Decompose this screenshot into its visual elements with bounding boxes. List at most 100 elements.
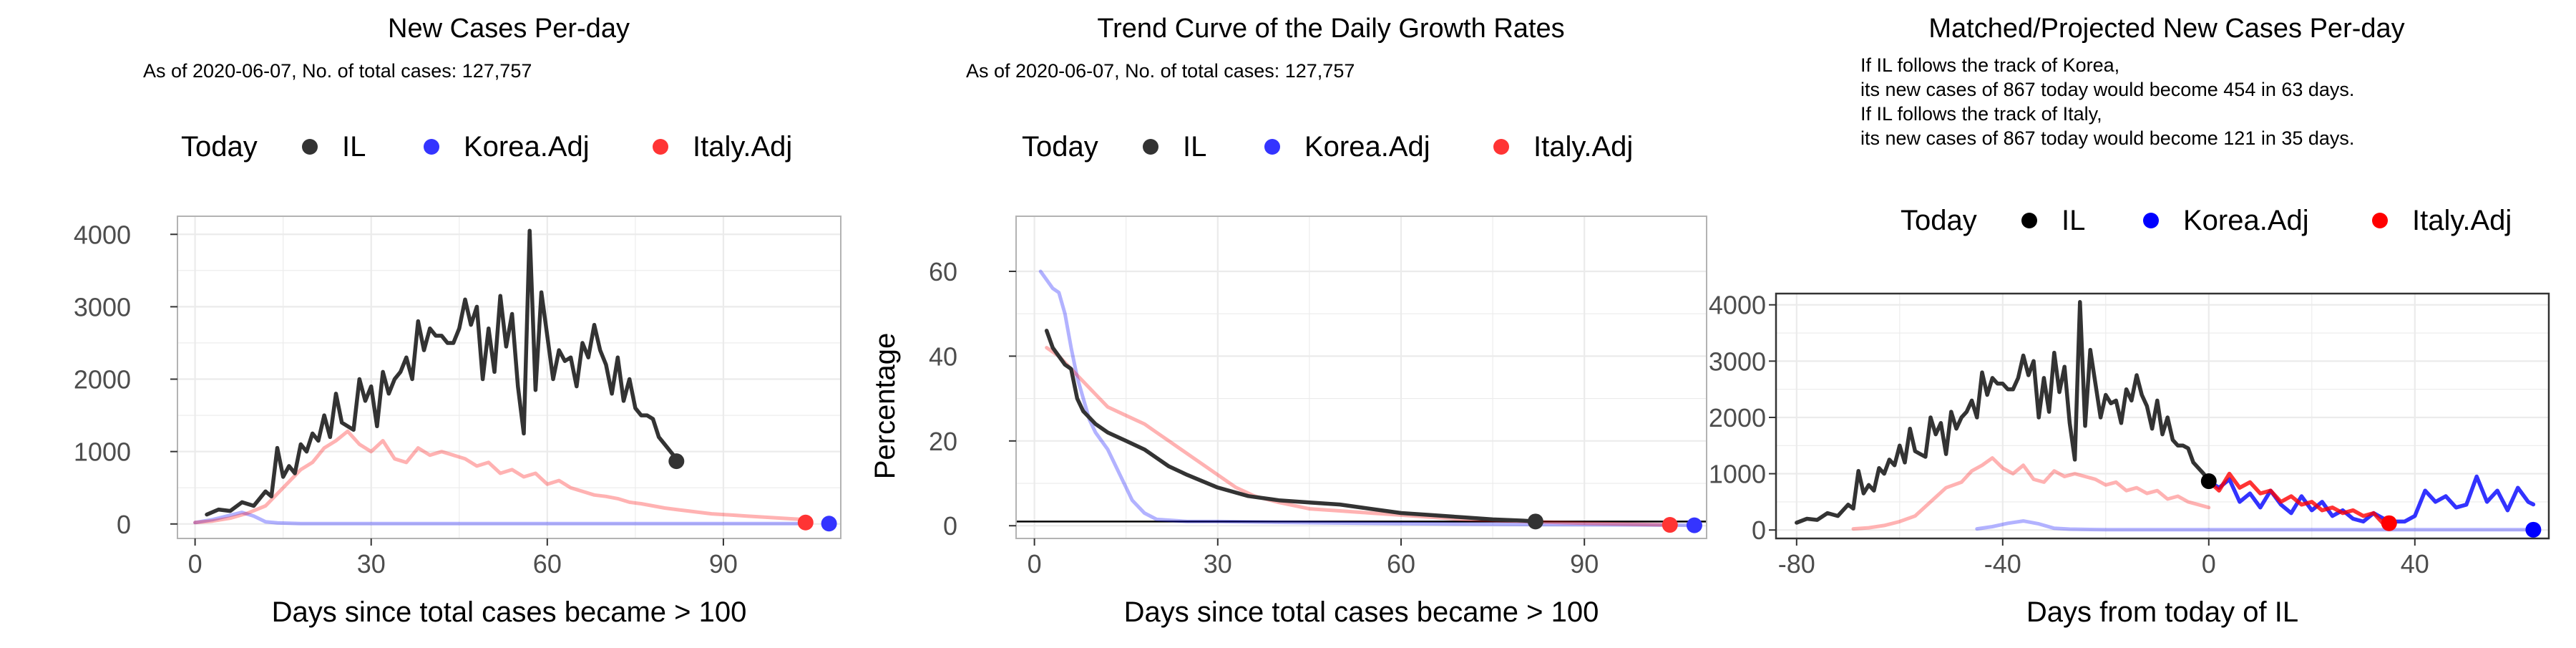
y-tick-label: 3000: [74, 292, 131, 321]
legend-title: Today: [1901, 205, 1977, 236]
series-line-korea-adj: [1038, 269, 1697, 528]
legend-key-italy-adj: [653, 139, 668, 155]
x-axis-label: Days since total cases became > 100: [272, 596, 747, 628]
chart-panel-2: Trend Curve of the Daily Growth Rates As …: [869, 14, 1707, 628]
y-tick-label: 0: [117, 510, 131, 539]
y-tick-label: 4000: [1709, 291, 1766, 320]
x-tick-label: 30: [1204, 549, 1232, 579]
today-point-korea-adj: [821, 516, 837, 532]
annotation-line: its new cases of 867 today would become …: [1860, 79, 2354, 100]
chart-legend: Today IL Korea.Adj Italy.Adj: [1901, 205, 2512, 236]
series-line-il: [1044, 329, 1538, 524]
grid: [1776, 294, 2549, 538]
today-points: [2200, 473, 2542, 538]
chart-panel-1: New Cases Per-day As of 2020-06-07, No. o…: [74, 14, 841, 628]
plot-area: [1776, 294, 2549, 538]
legend-key-il: [302, 139, 318, 155]
today-point-korea-adj: [2525, 521, 2542, 538]
x-axis-label: Days since total cases became > 100: [1124, 596, 1599, 628]
chart-title: New Cases Per-day: [388, 14, 630, 44]
legend-label: IL: [1183, 131, 1206, 163]
today-point-korea-adj: [1686, 517, 1702, 533]
x-tick-label: 0: [188, 549, 203, 579]
today-point-il: [668, 453, 685, 470]
y-tick-label: 0: [1752, 516, 1766, 545]
series-line-italy-adj: [1851, 456, 2211, 531]
legend-label: Italy.Adj: [693, 131, 792, 163]
chart-title: Matched/Projected New Cases Per-day: [1928, 14, 2404, 44]
x-tick-label: 60: [1387, 549, 1415, 579]
axes: 0 30 60 90 0 1000 2000 3000 4000 Days since total…: [74, 220, 746, 628]
legend-label: Italy.Adj: [1533, 131, 1633, 163]
x-tick-label: 90: [1570, 549, 1599, 579]
chart-title: Trend Curve of the Daily Growth Rates: [1097, 14, 1564, 44]
axes: -80 -40 0 40 0 1000 2000 3000 4000 Days from toda…: [1709, 291, 2429, 628]
today-point-italy-adj: [797, 514, 814, 531]
chart-panel-3: Matched/Projected New Cases Per-day If IL…: [1709, 14, 2550, 628]
x-tick-label: 0: [1028, 549, 1042, 579]
annotation-line: If IL follows the track of Italy,: [1860, 103, 2102, 125]
series-group: [193, 228, 814, 526]
plot-area: [1016, 216, 1707, 538]
y-tick-label: 1000: [74, 437, 131, 467]
chart-legend: Today IL Korea.Adj Italy.Adj: [181, 131, 792, 163]
x-tick-label: 40: [2401, 549, 2429, 579]
series-line-italy-adj-projection: [2207, 471, 2391, 527]
legend-key-korea-adj: [1264, 139, 1280, 155]
annotation-line: its new cases of 867 today would become …: [1860, 127, 2354, 149]
x-tick-label: 30: [357, 549, 386, 579]
y-axis-label: Percentage: [869, 333, 901, 480]
y-tick-label: 20: [929, 427, 957, 456]
x-tick-label: 60: [533, 549, 562, 579]
today-point-italy-adj: [1662, 517, 1678, 533]
y-tick-label: 40: [929, 342, 957, 371]
series-group: [1038, 269, 1697, 528]
legend-label: Korea.Adj: [1304, 131, 1430, 163]
x-tick-label: -40: [1984, 549, 2021, 579]
axes: 0 30 60 90 0 20 40 60 Days since total cases bec…: [869, 257, 1599, 628]
x-tick-label: -80: [1778, 549, 1815, 579]
legend-label: Italy.Adj: [2412, 205, 2512, 236]
grid: [1016, 216, 1707, 538]
panel-border: [1015, 216, 1707, 539]
chart-subtitle: As of 2020-06-07, No. of total cases: 12…: [966, 60, 1355, 82]
x-axis-label: Days from today of IL: [2026, 596, 2298, 628]
legend-label: IL: [2062, 205, 2085, 236]
legend-label: IL: [342, 131, 366, 163]
y-tick-label: 2000: [74, 365, 131, 395]
grid: [177, 216, 841, 538]
series-group: [1795, 300, 2536, 532]
today-point-il: [2200, 473, 2217, 490]
legend-label: Korea.Adj: [2183, 205, 2309, 236]
legend-key-korea-adj: [2143, 213, 2159, 228]
legend-key-il: [2021, 213, 2037, 228]
y-tick-label: 0: [943, 511, 957, 541]
y-tick-label: 2000: [1709, 403, 1766, 432]
legend-key-italy-adj: [2372, 213, 2388, 228]
series-line-italy-adj: [193, 429, 808, 525]
legend-key-korea-adj: [424, 139, 439, 155]
series-line-il: [205, 228, 679, 517]
series-line-korea-adj: [193, 511, 814, 526]
legend-title: Today: [1022, 131, 1098, 163]
panel-border: [1775, 292, 2550, 540]
today-point-italy-adj: [2381, 515, 2397, 531]
y-tick-label: 4000: [74, 220, 131, 249]
legend-label: Korea.Adj: [464, 131, 590, 163]
chart-legend: Today IL Korea.Adj Italy.Adj: [1022, 131, 1633, 163]
series-line-korea-adj: [1975, 519, 2535, 532]
plot-area: [177, 216, 841, 538]
today-points: [668, 453, 837, 532]
series-line-italy-adj: [1045, 346, 1672, 527]
x-tick-label: 0: [2202, 549, 2216, 579]
legend-title: Today: [181, 131, 258, 163]
y-tick-label: 3000: [1709, 347, 1766, 376]
x-tick-label: 90: [709, 549, 738, 579]
panel-border: [177, 216, 841, 539]
series-line-il: [1795, 300, 2211, 525]
annotation-line: If IL follows the track of Korea,: [1860, 54, 2119, 76]
y-tick-label: 1000: [1709, 460, 1766, 489]
legend-key-il: [1143, 139, 1158, 155]
